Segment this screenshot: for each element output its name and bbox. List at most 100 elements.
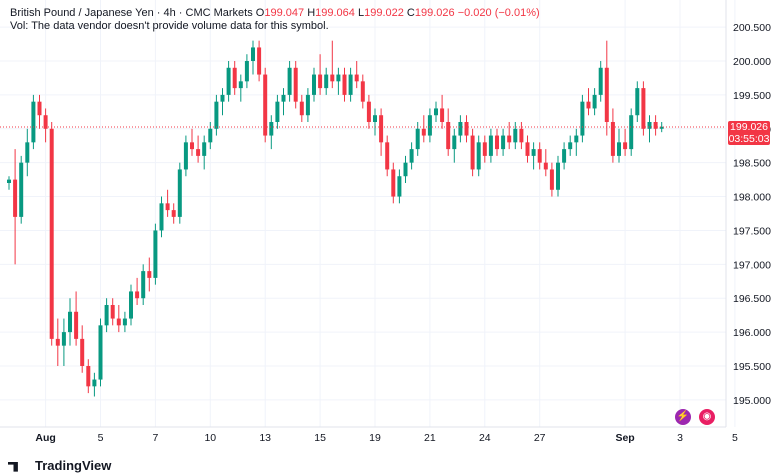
candle-body: [391, 169, 396, 197]
candle: [617, 128, 621, 163]
high-label: H: [307, 7, 316, 19]
candle: [647, 115, 652, 143]
candle: [183, 135, 188, 177]
candle-body: [501, 135, 506, 150]
candle: [409, 142, 414, 170]
candle: [562, 142, 567, 170]
candle-body: [373, 115, 377, 122]
candle-body: [214, 101, 219, 129]
symbol-legend: British Pound / Japanese Yen · 4h · CMC …: [10, 6, 540, 21]
candle-body: [543, 162, 548, 170]
candle: [452, 128, 457, 163]
candle-body: [177, 169, 182, 217]
candle-body: [153, 230, 158, 278]
candles-layer: [7, 40, 664, 397]
close-value: 199.026: [414, 7, 455, 19]
candle: [287, 61, 292, 102]
price-tick-label: 197.500: [733, 225, 771, 237]
low-label: L: [357, 7, 365, 19]
candle-body: [263, 74, 268, 136]
tradingview-logo[interactable]: TradingView: [8, 458, 111, 473]
candle: [7, 176, 11, 190]
candle: [568, 135, 573, 156]
candle-body: [458, 122, 463, 136]
candle-body: [415, 128, 420, 150]
candle: [110, 298, 115, 326]
time-tick-label: 21: [424, 432, 436, 444]
time-tick-label: 27: [534, 432, 546, 444]
candle: [543, 149, 548, 177]
candle-body: [257, 47, 262, 75]
price-tick-label: 198.000: [733, 192, 771, 204]
candle-body: [68, 311, 72, 333]
candle-body: [226, 67, 231, 95]
candle: [31, 94, 36, 150]
candle-body: [190, 142, 194, 150]
price-tick-label: 196.500: [733, 293, 771, 305]
candle: [43, 108, 48, 143]
candle-body: [122, 318, 127, 326]
candle-body: [482, 142, 487, 156]
candle-body: [312, 74, 316, 95]
candle: [391, 162, 396, 204]
candle: [171, 203, 176, 224]
candle-body: [434, 108, 438, 116]
candle: [379, 108, 384, 156]
price-tick-label: 196.000: [733, 327, 771, 339]
candle-body: [165, 203, 170, 211]
candle: [159, 196, 164, 238]
candle: [482, 135, 487, 163]
candle-body: [659, 126, 664, 129]
candle-body: [568, 142, 573, 150]
candle-body: [440, 108, 445, 122]
candle: [293, 61, 298, 109]
candle-body: [171, 210, 176, 217]
candle-body: [598, 67, 603, 95]
candle-body: [251, 47, 255, 61]
candle-body: [617, 142, 621, 156]
candle-body: [19, 162, 24, 217]
candle: [37, 94, 42, 129]
candle: [330, 40, 335, 89]
candle-body: [574, 135, 579, 143]
price-tick-label: 195.000: [733, 395, 771, 407]
candle: [226, 61, 231, 102]
candle-body: [464, 122, 469, 136]
event-icon[interactable]: ◉: [699, 409, 715, 425]
candle-body: [354, 74, 359, 82]
volume-note: Vol: The data vendor doesn't provide vol…: [10, 20, 329, 32]
candle-body: [305, 94, 310, 116]
candle-body: [80, 338, 85, 366]
candle: [653, 115, 658, 136]
candle: [464, 115, 469, 143]
candle: [135, 277, 140, 305]
candle: [440, 94, 445, 129]
candle: [635, 81, 640, 122]
candle: [598, 61, 603, 102]
lightning-icon[interactable]: ⚡: [675, 409, 691, 425]
candle-body: [507, 135, 512, 143]
time-tick-label: Sep: [615, 432, 634, 444]
price-tick-label: 195.500: [733, 361, 771, 373]
candle: [531, 142, 536, 170]
price-tick-label: 200.500: [733, 22, 771, 34]
candle: [336, 67, 341, 95]
time-tick-label: 10: [204, 432, 216, 444]
candle: [476, 135, 481, 177]
candle-body: [220, 94, 225, 102]
candle: [116, 305, 121, 333]
candle: [74, 291, 79, 346]
candle-body: [531, 149, 536, 156]
candle-body: [37, 101, 42, 116]
candle: [299, 94, 304, 122]
candle-body: [610, 122, 615, 156]
candle-body: [104, 305, 109, 326]
candle-body: [159, 203, 164, 231]
candle-body: [385, 142, 390, 170]
candle: [269, 115, 274, 150]
candle: [446, 108, 451, 156]
candle: [92, 372, 97, 397]
candle-body: [183, 142, 188, 170]
candle: [513, 122, 518, 150]
